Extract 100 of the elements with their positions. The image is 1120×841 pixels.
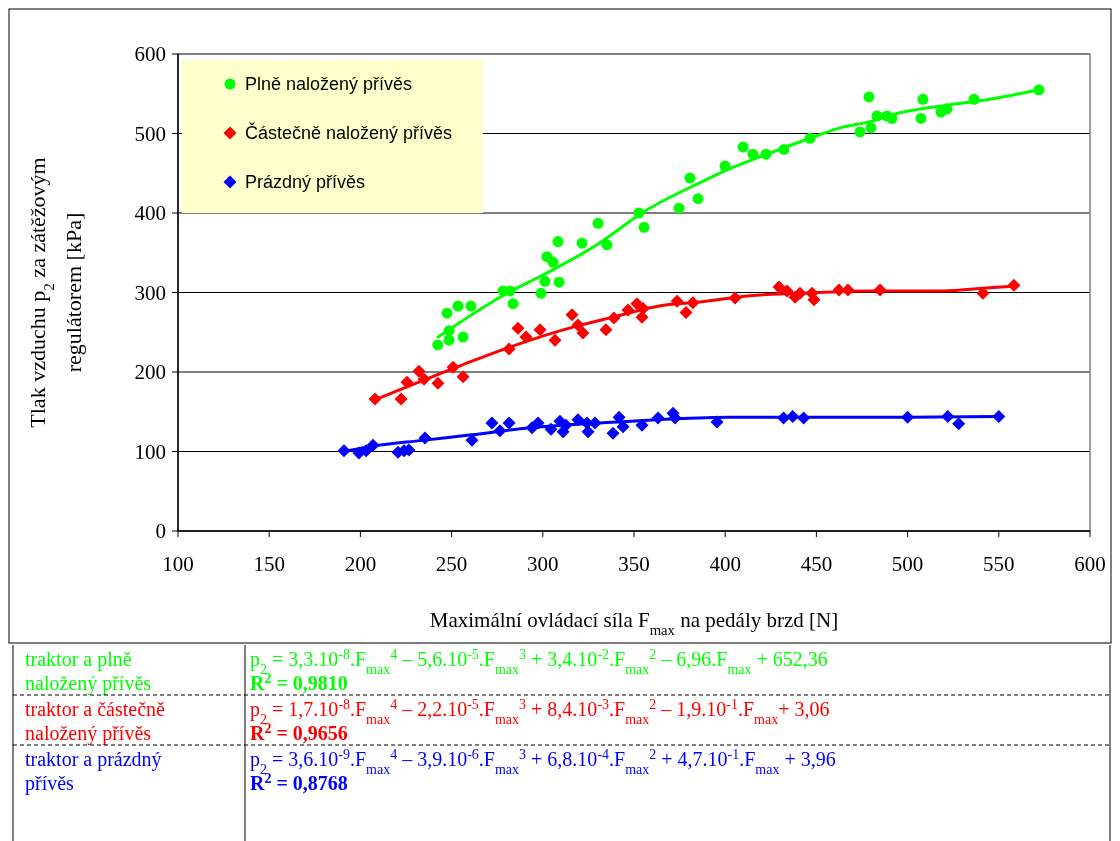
point: [552, 236, 564, 248]
point: [886, 112, 898, 124]
point: [633, 207, 645, 219]
y-tick-label: 300: [134, 280, 166, 305]
point: [621, 303, 635, 317]
point: [432, 339, 444, 351]
point: [531, 416, 545, 430]
text: traktor a prázdný přívěs: [25, 748, 162, 795]
point: [992, 410, 1006, 424]
y-tick-label: 400: [134, 201, 166, 226]
point: [684, 172, 696, 184]
point: [968, 93, 980, 105]
x-tick-label: 300: [527, 552, 559, 576]
point: [737, 141, 749, 153]
point: [441, 307, 453, 319]
point: [636, 301, 650, 315]
point: [692, 193, 704, 205]
point: [807, 293, 821, 307]
point: [635, 418, 649, 432]
point: [592, 217, 604, 229]
point: [871, 110, 883, 122]
point: [1033, 84, 1045, 96]
point: [412, 364, 426, 378]
point: [571, 318, 585, 332]
point: [679, 305, 693, 319]
point: [493, 424, 507, 438]
text: traktor a částečně naložený přívěs: [25, 698, 166, 745]
point: [539, 275, 551, 287]
point: [778, 143, 790, 155]
y-tick-label: 500: [134, 121, 166, 146]
point: [670, 294, 684, 308]
point: [547, 256, 559, 268]
point: [446, 360, 460, 374]
point: [710, 415, 724, 429]
point: [976, 286, 990, 300]
x-tick-label: 500: [891, 552, 924, 576]
point: [901, 410, 915, 424]
point: [873, 283, 887, 297]
legend-label: Plně naložený přívěs: [245, 74, 413, 95]
x-tick-label: 150: [253, 552, 285, 576]
point: [760, 148, 772, 160]
point: [673, 202, 685, 214]
point: [612, 410, 626, 424]
x-tick-label: 600: [1074, 552, 1106, 576]
point: [417, 372, 431, 386]
point: [841, 283, 855, 297]
point: [915, 112, 927, 124]
point: [443, 334, 455, 346]
point: [917, 93, 929, 105]
point: [394, 392, 408, 406]
point: [485, 416, 499, 430]
point: [601, 239, 613, 251]
point: [553, 276, 565, 288]
point: [719, 160, 731, 172]
point: [400, 375, 414, 389]
point: [804, 132, 816, 144]
point: [511, 321, 525, 335]
point: [533, 323, 547, 337]
point: [559, 418, 573, 432]
point: [544, 422, 558, 436]
x-tick-label: 450: [800, 552, 833, 576]
legend-label: Prázdný přívěs: [245, 172, 366, 193]
point: [502, 342, 516, 356]
point: [786, 410, 800, 424]
x-tick-label: 550: [983, 552, 1015, 576]
point: [941, 410, 955, 424]
point: [465, 300, 477, 312]
point: [368, 392, 382, 406]
point: [418, 431, 432, 445]
point: [571, 413, 585, 427]
point: [607, 311, 621, 325]
point: [793, 286, 807, 300]
point: [588, 416, 602, 430]
point: [1007, 278, 1021, 292]
point: [457, 331, 469, 343]
x-axis-title: Maximální ovládací síla F$_{max}$ na pedály brzd [N]: [429, 608, 839, 638]
point: [366, 438, 380, 452]
point: [548, 333, 562, 347]
point: [638, 221, 650, 233]
y-tick-label: 600: [134, 42, 166, 67]
point: [337, 444, 351, 458]
point: [865, 122, 877, 134]
point: [854, 126, 866, 138]
x-tick-label: 100: [162, 552, 194, 576]
point: [535, 287, 547, 299]
point: [777, 411, 791, 425]
point: [952, 417, 966, 431]
text: traktor a plně naložený přívěs: [25, 648, 152, 695]
point: [797, 411, 811, 425]
point: [565, 308, 579, 322]
point: [772, 280, 786, 294]
legend-label: Částečně naložený přívěs: [245, 122, 453, 144]
point: [431, 376, 445, 390]
y-tick-label: 0: [155, 519, 166, 544]
x-tick-label: 350: [618, 552, 650, 576]
x-tick-label: 250: [435, 552, 468, 576]
point: [519, 330, 533, 344]
point: [728, 291, 742, 305]
point: [863, 91, 875, 103]
point: [452, 300, 464, 312]
